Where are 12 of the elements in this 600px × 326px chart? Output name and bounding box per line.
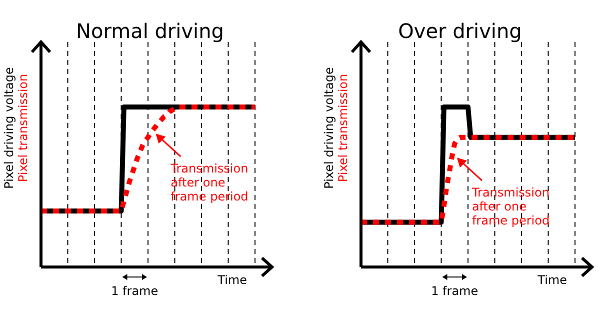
annotation: Transmission after one frame period (170, 162, 248, 204)
text: 1 frame (111, 284, 158, 298)
x-axis-title: Time (536, 273, 567, 287)
text: Pixel transmission (336, 74, 350, 182)
chart-title: Over driving (398, 19, 522, 43)
x-axis-title: Time (216, 273, 247, 287)
text: Pixel driving voltage (2, 67, 16, 189)
text: Pixel transmission (16, 74, 30, 182)
text: Pixel driving voltage (322, 67, 336, 189)
chart-title: Normal driving (76, 19, 224, 43)
text: 1 frame (431, 284, 478, 298)
annotation: Transmission after one frame period (470, 186, 550, 228)
